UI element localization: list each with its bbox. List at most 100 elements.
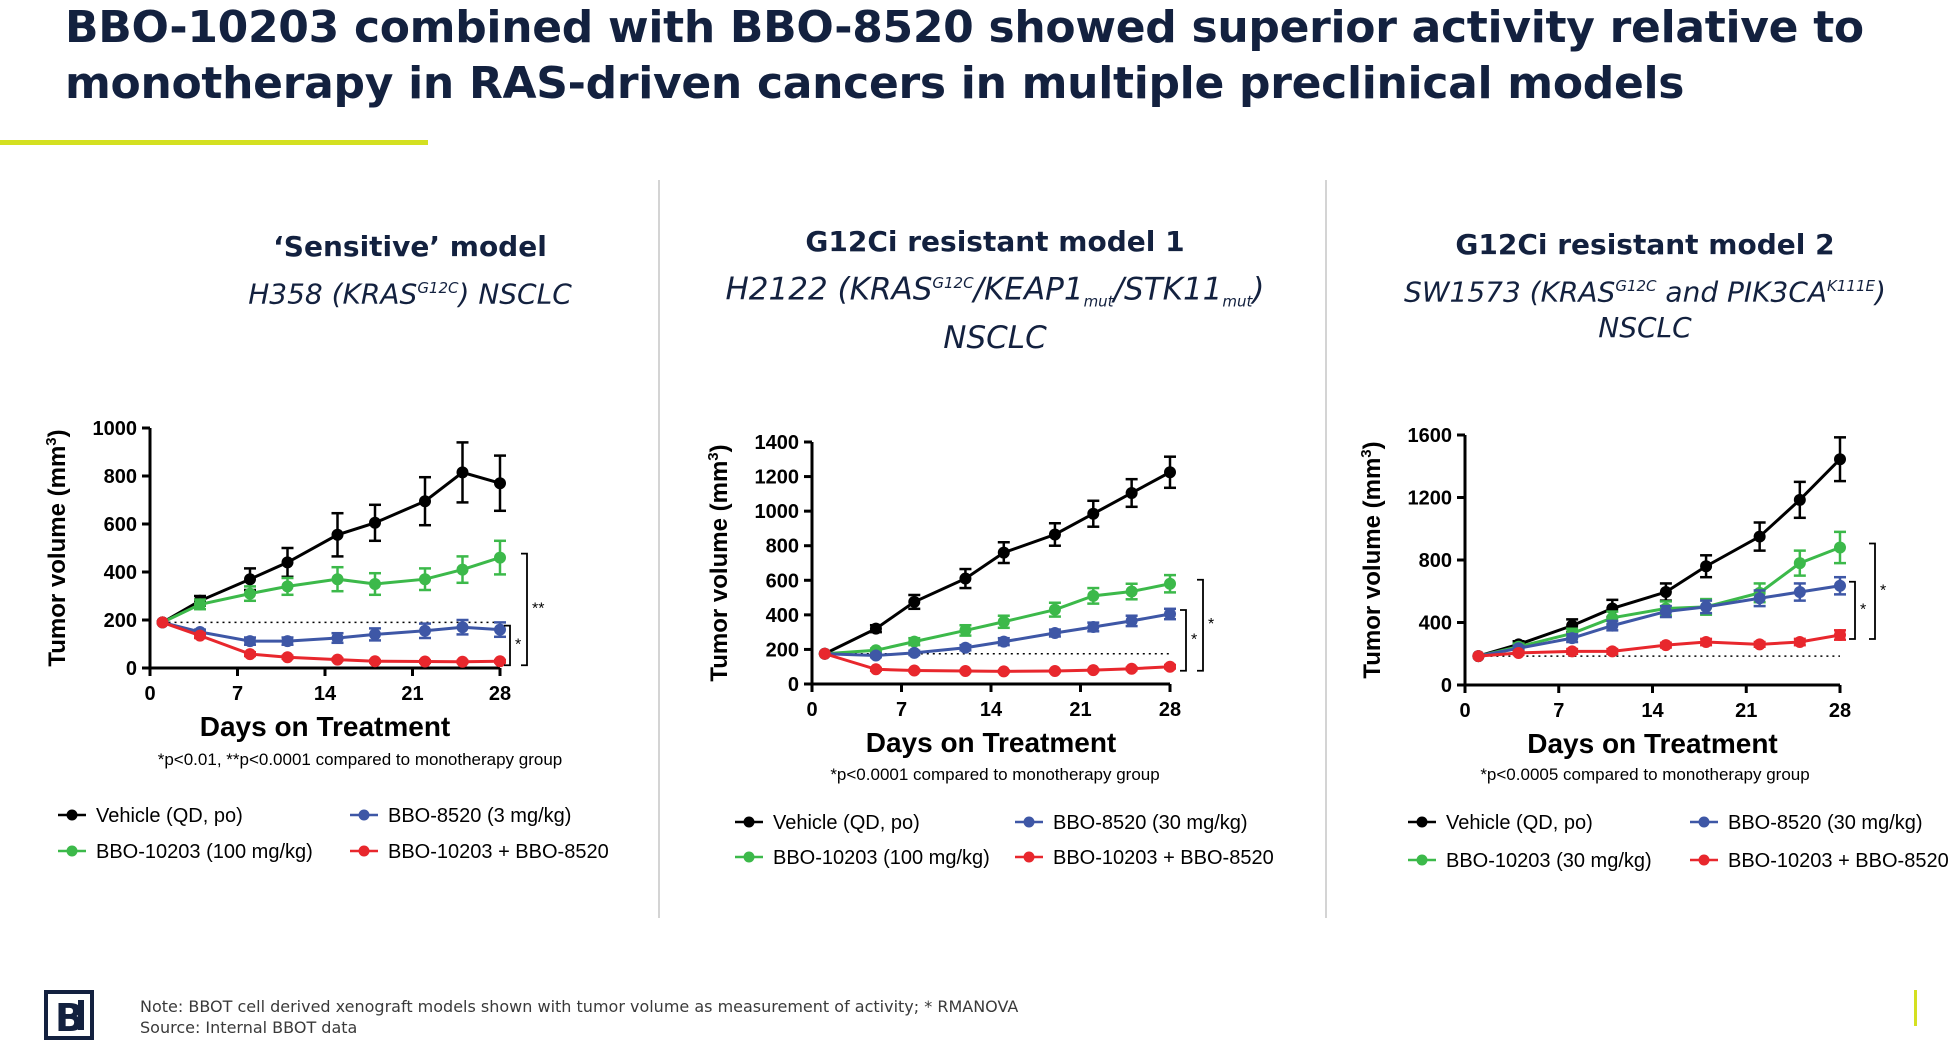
series-4 bbox=[818, 647, 1176, 678]
panel-1-subtitle: H358 (KRASG12C) NSCLC bbox=[248, 277, 572, 311]
data-point bbox=[908, 635, 921, 648]
x-tick-label: 21 bbox=[1735, 700, 1757, 722]
y-tick-label: 1600 bbox=[1408, 425, 1453, 447]
x-tick-label: 14 bbox=[980, 699, 1003, 721]
legend-marker bbox=[1023, 816, 1035, 828]
data-point bbox=[1164, 577, 1176, 590]
y-tick-label: 600 bbox=[104, 514, 137, 536]
y-tick-label: 200 bbox=[104, 610, 137, 632]
panel-3-footnote: *p<0.0005 compared to monotherapy group bbox=[1480, 765, 1810, 784]
data-point bbox=[997, 635, 1010, 648]
panel-divider bbox=[1325, 180, 1327, 918]
x-tick-label: 0 bbox=[1459, 700, 1470, 722]
data-point bbox=[369, 628, 381, 641]
data-point bbox=[244, 648, 256, 661]
y-axis-title: Tumor volume (mm3) bbox=[705, 444, 733, 681]
panel-divider bbox=[658, 180, 660, 918]
data-point bbox=[244, 635, 256, 648]
y-tick-label: 0 bbox=[788, 674, 799, 696]
data-point bbox=[331, 528, 344, 541]
data-point bbox=[1125, 614, 1138, 627]
data-point bbox=[1566, 632, 1579, 645]
y-tick-label: 400 bbox=[766, 605, 799, 627]
data-point bbox=[1125, 662, 1138, 675]
data-point bbox=[959, 624, 972, 637]
x-axis-title: Days on Treatment bbox=[866, 727, 1117, 758]
data-point bbox=[369, 655, 381, 668]
data-point bbox=[1048, 528, 1061, 541]
data-point bbox=[244, 587, 256, 600]
data-point bbox=[1834, 579, 1846, 592]
x-tick-label: 28 bbox=[1829, 700, 1851, 722]
data-point bbox=[908, 646, 921, 659]
legend-marker bbox=[66, 809, 78, 821]
legend-label: BBO-10203 + BBO-8520 bbox=[388, 841, 609, 863]
data-point bbox=[494, 477, 506, 490]
data-point bbox=[1793, 636, 1806, 649]
data-point bbox=[1512, 646, 1525, 659]
data-point bbox=[194, 598, 206, 611]
data-point bbox=[959, 641, 972, 654]
data-point bbox=[1753, 530, 1766, 543]
legend-marker bbox=[66, 845, 78, 857]
x-tick-label: 7 bbox=[896, 699, 907, 721]
y-axis-title: Tumor volume (mm3) bbox=[1358, 441, 1386, 678]
y-tick-label: 400 bbox=[1419, 613, 1452, 635]
legend-label: Vehicle (QD, po) bbox=[96, 805, 243, 827]
series-1 bbox=[818, 455, 1176, 660]
data-point bbox=[331, 632, 344, 644]
footer-note-line-1: Note: BBOT cell derived xenograft models… bbox=[140, 997, 1019, 1016]
data-point bbox=[869, 622, 882, 635]
data-point bbox=[1087, 507, 1100, 520]
x-axis-title: Days on Treatment bbox=[1527, 728, 1778, 759]
data-point bbox=[419, 624, 431, 637]
data-point bbox=[494, 655, 506, 668]
y-tick-label: 800 bbox=[104, 466, 137, 488]
title-underline bbox=[0, 140, 428, 145]
sig-bracket-outer-label: * bbox=[1880, 582, 1886, 599]
data-point bbox=[1659, 639, 1672, 652]
data-point bbox=[456, 563, 469, 576]
series-4 bbox=[1472, 629, 1846, 663]
data-point bbox=[456, 466, 469, 479]
data-point bbox=[1700, 600, 1713, 613]
data-point bbox=[1834, 453, 1846, 466]
x-tick-label: 7 bbox=[1553, 700, 1564, 722]
legend-label: BBO-10203 (30 mg/kg) bbox=[1446, 850, 1652, 872]
legend: Vehicle (QD, po) BBO-10203 (100 mg/kg) BBO… bbox=[58, 805, 609, 863]
sig-bracket-inner-label: * bbox=[1191, 631, 1197, 648]
data-point bbox=[1606, 645, 1619, 658]
data-point bbox=[1700, 636, 1713, 649]
data-point bbox=[1659, 586, 1672, 599]
data-point bbox=[1087, 620, 1100, 633]
series-line bbox=[1477, 458, 1842, 658]
series-line bbox=[161, 470, 501, 624]
footer-note: Note: BBOT cell derived xenograft models… bbox=[140, 996, 1018, 1038]
data-point bbox=[997, 665, 1010, 678]
data-point bbox=[908, 595, 921, 608]
data-point bbox=[494, 551, 506, 564]
data-point bbox=[281, 580, 294, 593]
legend: Vehicle (QD, po) BBO-10203 (100 mg/kg) BBO… bbox=[735, 812, 1274, 869]
data-point bbox=[494, 623, 506, 636]
y-tick-label: 0 bbox=[126, 658, 137, 680]
data-point bbox=[1048, 627, 1061, 640]
sig-bracket-outer bbox=[1197, 578, 1204, 672]
data-point bbox=[281, 556, 294, 569]
chart-3: 0 7 14 21 28 0 400 800 1200 1600 Days on Treatment… bbox=[1358, 425, 1949, 872]
data-point bbox=[1048, 603, 1061, 616]
data-point bbox=[869, 649, 882, 662]
legend-marker bbox=[1698, 816, 1710, 828]
legend-label: BBO-10203 (100 mg/kg) bbox=[773, 847, 990, 869]
x-tick-label: 28 bbox=[1159, 699, 1181, 721]
series-3 bbox=[156, 616, 506, 648]
data-point bbox=[1700, 560, 1713, 573]
data-point bbox=[908, 664, 921, 677]
y-tick-label: 1000 bbox=[755, 501, 800, 523]
data-point bbox=[281, 635, 294, 648]
series-3 bbox=[1472, 575, 1846, 663]
legend-label: BBO-8520 (30 mg/kg) bbox=[1053, 812, 1248, 834]
legend-label: BBO-10203 + BBO-8520 bbox=[1728, 850, 1949, 872]
data-point bbox=[456, 621, 469, 634]
sig-bracket-inner bbox=[1180, 609, 1187, 672]
